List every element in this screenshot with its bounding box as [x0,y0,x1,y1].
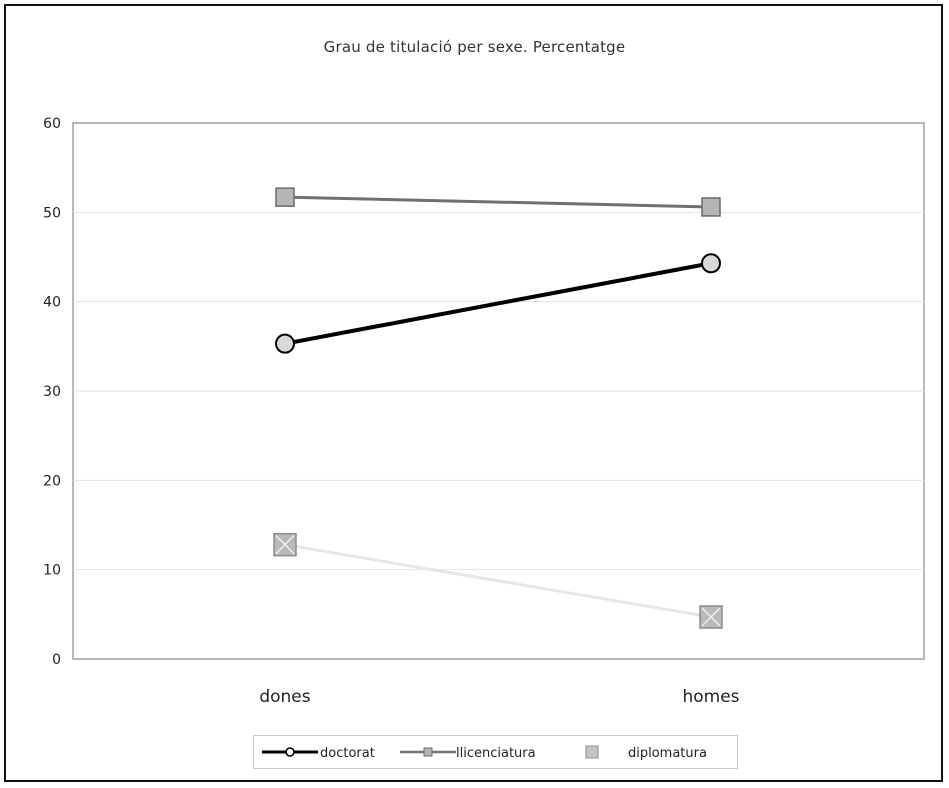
y-tick-label: 10 [43,563,61,579]
chart-title: Grau de titulació per sexe. Percentatge [323,38,626,56]
data-point-diplomatura [273,532,297,557]
series-line-doctorat [284,261,712,346]
data-point-diplomatura [699,605,723,629]
y-tick-label: 50 [43,205,61,221]
data-point-llicenciatura [275,187,295,207]
data-point-doctorat [701,253,721,274]
legend-label-diplomatura: diplomatura [628,746,707,761]
y-tick-label: 60 [43,116,61,132]
legend-marker-diplomatura [585,745,599,759]
series-line-llicenciatura [284,195,712,209]
legend-marker-doctorat [285,747,295,757]
x-tick-label: dones [259,687,310,707]
y-tick-label: 30 [43,384,61,400]
series-line-diplomatura [284,543,712,619]
y-tick-label: 20 [43,473,61,489]
data-point-llicenciatura [701,197,721,217]
legend-marker-llicenciatura [423,747,433,757]
legend-label-doctorat: doctorat [320,746,375,761]
legend-box [253,735,738,769]
legend-label-llicenciatura: llicenciatura [456,746,536,761]
x-tick-label: homes [682,687,739,707]
data-point-doctorat [275,333,295,354]
y-tick-label: 40 [43,295,61,311]
y-tick-label: 0 [52,652,61,668]
